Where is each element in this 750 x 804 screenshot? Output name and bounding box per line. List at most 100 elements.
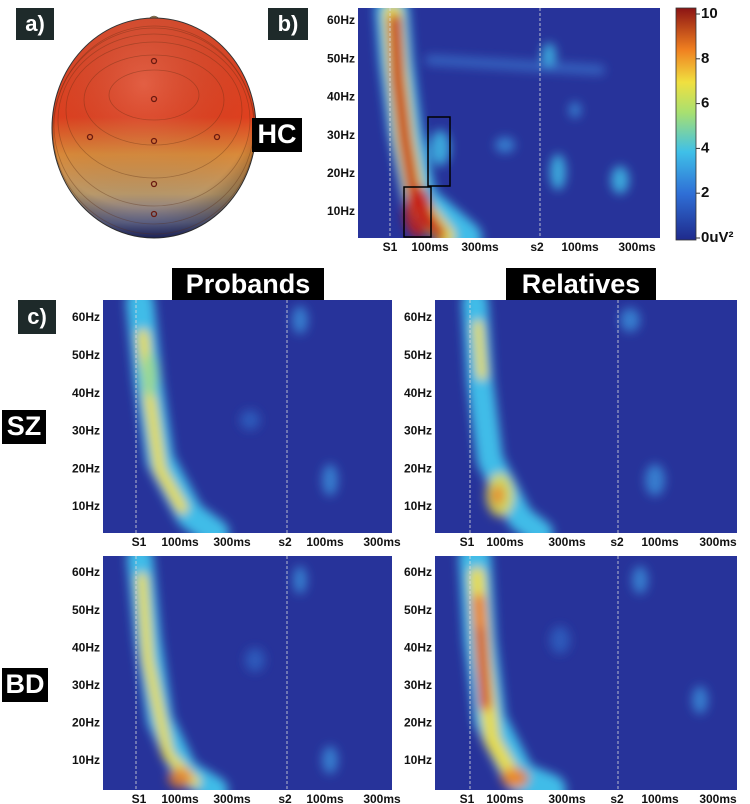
head-map (51, 15, 257, 239)
power-spot (240, 410, 260, 430)
x-tick-label: s2 (278, 535, 292, 549)
label-box (252, 118, 302, 152)
row-label: BD (6, 669, 45, 699)
power-spot (645, 464, 665, 496)
colorbar-label: 10 (701, 5, 718, 22)
power-spot (632, 566, 648, 594)
colorbar-label: 8 (701, 50, 709, 67)
x-tick-label: 300ms (363, 792, 401, 804)
y-tick-label: 60Hz (72, 565, 100, 579)
panel-label: c) (27, 304, 47, 329)
panel-label: a) (25, 11, 45, 36)
y-tick-label: 30Hz (404, 424, 432, 438)
power-spot (168, 768, 192, 788)
y-tick-label: 50Hz (404, 603, 432, 617)
x-tick-label: 300ms (213, 535, 251, 549)
label-box (2, 668, 48, 702)
column-title: Probands (186, 269, 311, 299)
y-tick-label: 60Hz (327, 13, 355, 27)
x-tick-label: 100ms (486, 535, 524, 549)
label-box (268, 8, 308, 40)
x-tick-label: s2 (278, 792, 292, 804)
x-tick-label: S1 (383, 240, 398, 254)
x-tick-label: 100ms (161, 792, 199, 804)
power-spot (550, 626, 570, 654)
x-tick-label: S1 (132, 792, 147, 804)
power-spot (569, 102, 581, 118)
roi-box (427, 116, 451, 187)
x-tick-label: 100ms (161, 535, 199, 549)
label-box (172, 268, 324, 302)
x-tick-label: 100ms (306, 535, 344, 549)
power-spot (322, 464, 338, 496)
colorbar (675, 7, 697, 241)
label-box (2, 410, 46, 444)
y-tick-label: 30Hz (72, 678, 100, 692)
y-tick-label: 50Hz (327, 51, 355, 65)
colorbar-label: 4 (701, 139, 710, 156)
x-tick-label: 100ms (561, 240, 599, 254)
power-spot (293, 566, 307, 594)
row-label: SZ (7, 411, 42, 441)
x-tick-label: 100ms (641, 792, 679, 804)
x-tick-label: s2 (610, 535, 624, 549)
power-spot (292, 306, 308, 334)
x-tick-label: 100ms (411, 240, 449, 254)
x-tick-label: 100ms (641, 535, 679, 549)
y-tick-label: 30Hz (327, 128, 355, 142)
y-tick-label: 40Hz (72, 386, 100, 400)
y-tick-label: 60Hz (404, 565, 432, 579)
y-tick-label: 50Hz (72, 348, 100, 362)
x-tick-label: 100ms (306, 792, 344, 804)
x-tick-label: 300ms (461, 240, 499, 254)
x-tick-label: 300ms (618, 240, 656, 254)
label-box (18, 300, 56, 334)
power-spot (550, 154, 566, 190)
y-tick-label: 20Hz (404, 716, 432, 730)
y-tick-label: 20Hz (404, 461, 432, 475)
y-tick-label: 50Hz (72, 603, 100, 617)
power-spot (692, 686, 708, 714)
x-tick-label: 300ms (548, 792, 586, 804)
power-spot (430, 130, 450, 166)
y-tick-label: 10Hz (327, 204, 355, 218)
colorbar-label: 2 (701, 184, 709, 201)
x-tick-label: S1 (460, 535, 475, 549)
heatmap (127, 556, 338, 790)
y-tick-label: 50Hz (404, 348, 432, 362)
panel-label: b) (278, 11, 299, 36)
colorbar-label: 0uV² (701, 229, 734, 246)
y-tick-label: 40Hz (404, 640, 432, 654)
y-tick-label: 20Hz (327, 166, 355, 180)
blobs (462, 300, 665, 533)
y-tick-label: 60Hz (404, 310, 432, 324)
power-spot (492, 485, 504, 505)
y-tick-label: 10Hz (404, 499, 432, 513)
label-box (506, 268, 656, 302)
heatmap (462, 300, 665, 533)
x-tick-label: 300ms (699, 792, 737, 804)
blobs (459, 556, 708, 790)
power-spot (245, 648, 265, 672)
y-tick-label: 10Hz (404, 753, 432, 767)
y-tick-label: 40Hz (404, 386, 432, 400)
label-box (16, 8, 54, 40)
heatmap (126, 300, 338, 533)
x-tick-label: 300ms (548, 535, 586, 549)
power-spot (542, 43, 556, 67)
power-spot (620, 308, 640, 332)
power-spot (611, 166, 629, 194)
blobs (127, 556, 338, 790)
y-tick-label: 40Hz (327, 90, 355, 104)
roi-box (403, 186, 432, 238)
power-spot (501, 768, 529, 788)
power-band (425, 55, 605, 75)
x-tick-label: S1 (460, 792, 475, 804)
x-tick-label: 300ms (213, 792, 251, 804)
colorbar-label: 6 (701, 95, 709, 112)
power-spot (142, 353, 158, 397)
x-tick-label: S1 (132, 535, 147, 549)
x-tick-label: 100ms (486, 792, 524, 804)
x-tick-label: 300ms (363, 535, 401, 549)
